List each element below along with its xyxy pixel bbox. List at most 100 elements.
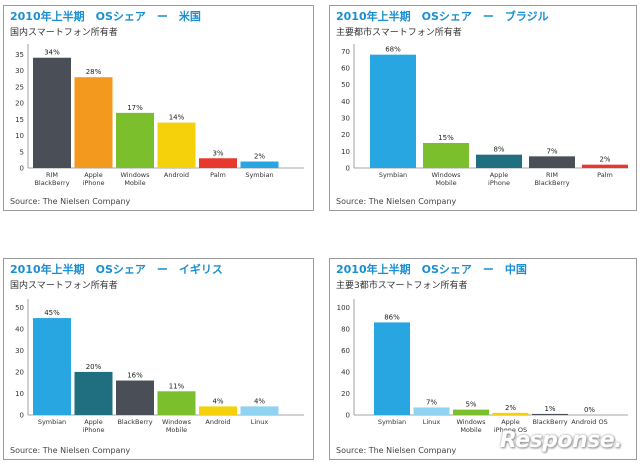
y-tick-label: 80 xyxy=(341,325,350,333)
y-tick-label: 60 xyxy=(341,65,350,73)
chart-source: Source: The Nielsen Company xyxy=(10,197,131,206)
y-tick-label: 30 xyxy=(15,67,24,75)
y-tick-label: 20 xyxy=(15,368,24,376)
x-tick-label: BlackBerry xyxy=(34,179,69,187)
y-tick-label: 50 xyxy=(341,81,350,89)
x-tick-label: Symbian xyxy=(245,171,273,179)
chart-panel-brazil: 2010年上半期 OSシェア ー ブラジル 主要都市スマートフォン所有者 0 10… xyxy=(329,5,637,211)
data-label: 4% xyxy=(212,397,223,405)
x-tick-label: Linux xyxy=(423,418,441,426)
x-tick-label: BlackBerry xyxy=(532,418,567,426)
bar xyxy=(413,407,450,415)
x-tick-label: Windows xyxy=(162,418,192,426)
y-tick-label: 70 xyxy=(341,48,350,56)
x-tick-label: Android xyxy=(205,418,230,426)
bar xyxy=(374,322,410,415)
bar xyxy=(240,406,279,415)
x-tick-label: Palm xyxy=(210,171,226,179)
bar xyxy=(199,158,237,168)
bar xyxy=(423,143,469,168)
data-label: 16% xyxy=(127,372,143,380)
x-tick-label: Android xyxy=(164,171,189,179)
watermark-logo: Response. xyxy=(499,428,623,453)
chart-subtitle: 主要都市スマートフォン所有者 xyxy=(336,28,462,38)
bar xyxy=(582,164,628,168)
chart-title: 2010年上半期 OSシェア ー 米国 xyxy=(10,10,201,23)
x-tick-label: RIM xyxy=(46,171,58,179)
bar xyxy=(476,154,522,168)
y-tick-label: 50 xyxy=(15,304,24,312)
y-tick-label: 0 xyxy=(346,412,350,420)
y-tick-label: 60 xyxy=(341,347,350,355)
x-tick-label: RIM xyxy=(546,171,558,179)
x-tick-label: BlackBerry xyxy=(117,418,152,426)
y-tick-label: 0 xyxy=(20,165,24,173)
bar xyxy=(240,161,279,168)
bar xyxy=(453,409,489,415)
chart-subtitle: 主要3都市スマートフォン所有者 xyxy=(336,281,468,291)
x-tick-label: Mobile xyxy=(460,426,481,434)
x-tick-label: Linux xyxy=(251,418,269,426)
chart-panel-china: 2010年上半期 OSシェア ー 中国 主要3都市スマートフォン所有者 0 20 4… xyxy=(329,258,637,460)
data-label: 8% xyxy=(493,146,504,154)
bar xyxy=(199,406,237,415)
y-tick-label: 10 xyxy=(15,390,24,398)
y-tick-label: 30 xyxy=(15,347,24,355)
y-tick-label: 0 xyxy=(346,165,350,173)
chart-source: Source: The Nielsen Company xyxy=(10,446,131,455)
chart-subtitle: 国内スマートフォン所有者 xyxy=(10,281,118,291)
x-tick-label: BlackBerry xyxy=(534,179,569,187)
bar xyxy=(529,156,575,168)
data-label: 20% xyxy=(86,363,102,371)
y-tick-label: 100 xyxy=(337,304,350,312)
y-tick-label: 10 xyxy=(15,132,24,140)
bar xyxy=(157,122,196,168)
x-tick-label: Apple xyxy=(490,171,509,179)
data-label: 3% xyxy=(212,149,223,157)
data-label: 28% xyxy=(86,68,102,76)
x-tick-label: Symbian xyxy=(378,418,406,426)
chart-source: Source: The Nielsen Company xyxy=(336,197,457,206)
x-tick-label: Mobile xyxy=(166,426,187,434)
x-tick-label: Symbian xyxy=(379,171,407,179)
chart-title: 2010年上半期 OSシェア ー 中国 xyxy=(336,263,527,276)
y-tick-label: 35 xyxy=(15,51,24,59)
data-label: 86% xyxy=(384,313,400,321)
data-label: 68% xyxy=(385,46,401,54)
bar xyxy=(370,54,416,168)
bar xyxy=(74,371,113,415)
data-label: 11% xyxy=(169,382,185,390)
y-tick-label: 25 xyxy=(15,83,24,91)
chart-subtitle: 国内スマートフォン所有者 xyxy=(10,28,118,38)
chart-svg: 0 10 20 30 40 50 60 70 68% Symbian 15% WindowsMobil… xyxy=(341,44,628,187)
x-tick-label: Apple xyxy=(501,418,520,426)
x-tick-label: Windows xyxy=(456,418,486,426)
data-label: 17% xyxy=(127,104,143,112)
y-tick-label: 5 xyxy=(20,148,24,156)
x-tick-label: iPhone xyxy=(83,179,105,187)
chart-panel-uk: 2010年上半期 OSシェア ー イギリス 国内スマートフォン所有者 0 10 20… xyxy=(3,258,314,460)
y-tick-label: 10 xyxy=(341,148,350,156)
chart-title: 2010年上半期 OSシェア ー イギリス xyxy=(10,263,223,276)
x-tick-label: Android OS xyxy=(571,418,607,426)
data-label: 2% xyxy=(505,404,516,412)
y-tick-label: 15 xyxy=(15,116,24,124)
x-tick-label: Mobile xyxy=(124,179,145,187)
bar xyxy=(33,57,71,168)
chart-source: Source: The Nielsen Company xyxy=(336,446,457,455)
bar xyxy=(33,318,71,415)
data-label: 7% xyxy=(426,398,437,406)
y-tick-label: 20 xyxy=(15,100,24,108)
bar xyxy=(116,112,154,168)
bar xyxy=(532,413,568,415)
chart-svg: 0 20 40 60 80 100 86% Symbian 7% Linux 5% WindowsMo… xyxy=(337,299,628,434)
y-tick-label: 40 xyxy=(15,325,24,333)
y-tick-label: 0 xyxy=(20,412,24,420)
x-tick-label: iPhone xyxy=(488,179,510,187)
bar xyxy=(492,412,529,415)
x-tick-label: Symbian xyxy=(38,418,66,426)
data-label: 0% xyxy=(584,406,595,414)
x-tick-label: iPhone OS xyxy=(494,426,527,434)
